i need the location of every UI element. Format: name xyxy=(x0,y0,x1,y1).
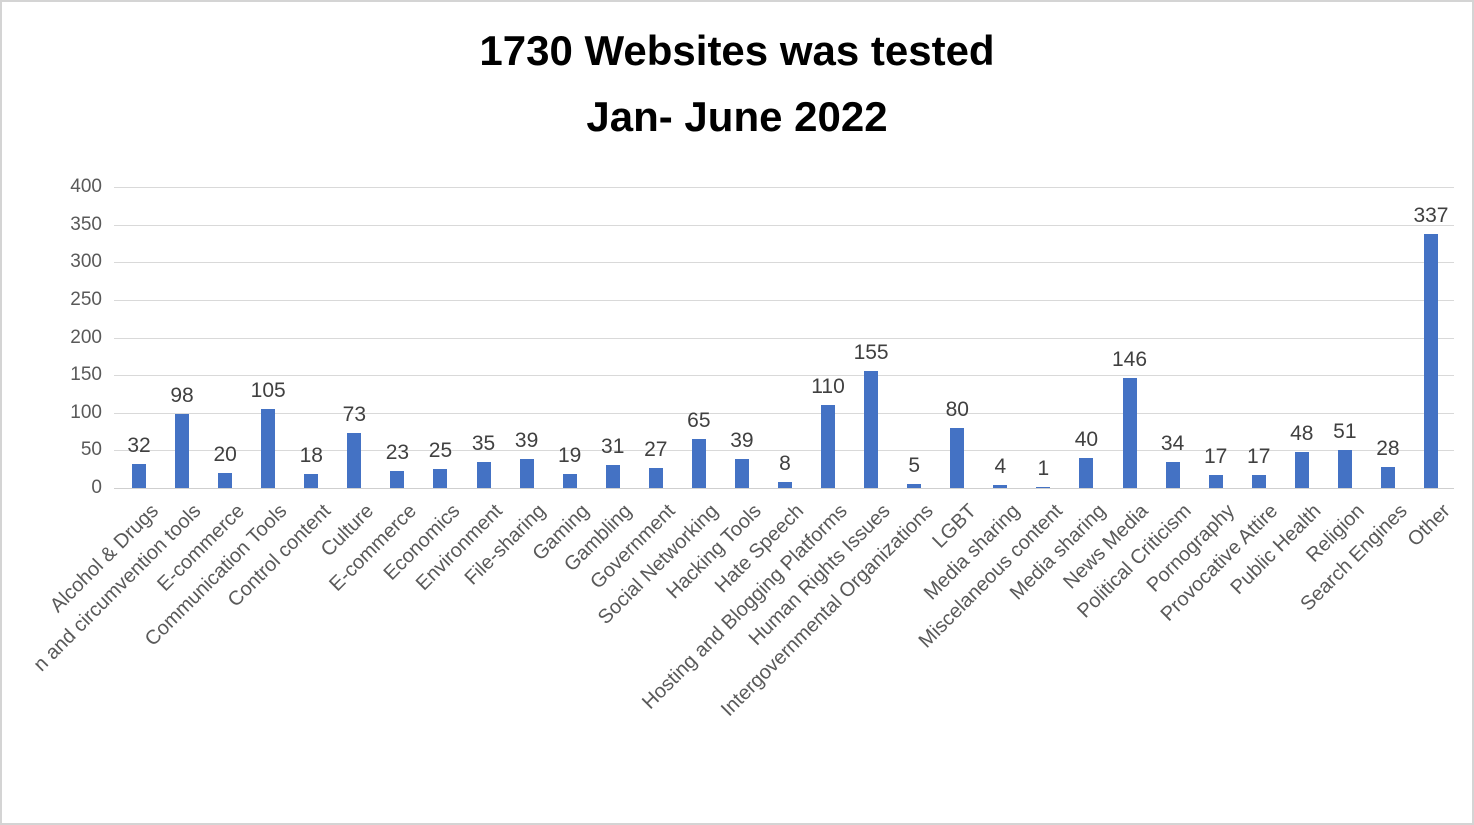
gridline xyxy=(114,187,1454,188)
bar xyxy=(993,484,1008,488)
bar xyxy=(1208,475,1223,488)
bar xyxy=(1423,234,1438,488)
bar-value-label: 110 xyxy=(811,375,845,399)
bar xyxy=(175,414,190,488)
bar xyxy=(907,484,922,488)
bar-value-label: 18 xyxy=(299,444,323,468)
bar xyxy=(777,481,792,488)
chart-title-line1: 1730 Websites was tested xyxy=(479,27,995,74)
gridline xyxy=(114,375,1454,377)
chart-title: 1730 Websites was tested Jan- June 2022 xyxy=(2,18,1472,150)
bar-value-label: 105 xyxy=(250,378,286,402)
bar xyxy=(519,458,534,488)
bar xyxy=(605,464,620,488)
y-axis-tick-label: 250 xyxy=(70,288,102,310)
bar-value-label: 4 xyxy=(994,454,1007,478)
gridline xyxy=(114,224,1454,226)
bar xyxy=(1380,466,1395,488)
bar xyxy=(132,463,146,488)
bar-value-label: 35 xyxy=(471,431,496,455)
bar-value-label: 39 xyxy=(514,428,539,452)
bar-value-label: 337 xyxy=(1413,204,1449,228)
y-axis-tick-label: 200 xyxy=(70,326,102,348)
gridline xyxy=(114,262,1454,264)
y-axis-tick-label: 400 xyxy=(70,176,102,197)
bar-value-label: 146 xyxy=(1111,348,1148,372)
gridline xyxy=(114,450,1454,452)
gridline xyxy=(114,337,1454,339)
bar xyxy=(691,439,706,488)
bar-value-label: 17 xyxy=(1247,445,1271,469)
x-axis-category-label: n and circumvention tools xyxy=(29,500,206,676)
y-axis-tick-label: 350 xyxy=(70,213,102,235)
gridline xyxy=(114,299,1454,301)
bar-value-label: 23 xyxy=(385,440,410,464)
y-axis-tick-label: 0 xyxy=(91,477,102,498)
bar xyxy=(1122,378,1137,488)
bar xyxy=(261,408,276,488)
gridline xyxy=(114,412,1454,414)
bar xyxy=(562,473,577,488)
bar-value-label: 80 xyxy=(945,397,969,421)
bar xyxy=(476,461,491,488)
bar-value-label: 48 xyxy=(1290,421,1314,445)
x-axis-category-label: Other xyxy=(1403,500,1455,551)
y-axis-tick-label: 300 xyxy=(70,251,102,273)
bar-value-label: 34 xyxy=(1160,432,1185,456)
bar-value-label: 28 xyxy=(1376,436,1400,460)
chart-title-line2: Jan- June 2022 xyxy=(586,93,888,140)
bar xyxy=(648,467,663,488)
bar-value-label: 32 xyxy=(127,433,151,457)
bar-value-label: 19 xyxy=(557,443,582,467)
bar-value-label: 40 xyxy=(1074,427,1099,451)
bar xyxy=(1165,462,1180,488)
bar xyxy=(218,472,233,488)
bar-value-label: 25 xyxy=(428,439,453,463)
bar xyxy=(433,469,448,488)
bar-value-label: 98 xyxy=(170,384,194,408)
bar-value-label: 5 xyxy=(908,454,921,478)
bar xyxy=(734,458,749,488)
bar-value-label: 155 xyxy=(853,341,889,365)
bar xyxy=(864,371,879,488)
bar xyxy=(1036,487,1051,488)
bar xyxy=(390,470,405,488)
bar xyxy=(347,433,362,488)
bar xyxy=(1251,475,1266,488)
bar xyxy=(950,427,965,488)
bar-value-label: 8 xyxy=(779,451,791,475)
y-axis-tick-label: 100 xyxy=(70,401,102,423)
y-axis-tick-label: 50 xyxy=(80,439,102,461)
bar-value-label: 39 xyxy=(730,428,754,452)
bar xyxy=(1079,457,1094,488)
bar xyxy=(1337,449,1352,488)
bar-value-label: 73 xyxy=(342,403,366,427)
bar xyxy=(1294,451,1309,488)
bar-value-label: 1 xyxy=(1037,457,1050,481)
bar-value-label: 31 xyxy=(601,434,625,458)
bar xyxy=(304,474,319,488)
gridline xyxy=(114,488,1454,489)
bar-value-label: 51 xyxy=(1333,419,1357,443)
bar-value-label: 17 xyxy=(1203,445,1228,469)
bar-value-label: 27 xyxy=(644,437,668,461)
bar xyxy=(821,405,836,488)
bar-value-label: 65 xyxy=(687,409,711,433)
y-axis-tick-label: 150 xyxy=(70,364,102,386)
bar-value-label: 20 xyxy=(213,442,237,466)
